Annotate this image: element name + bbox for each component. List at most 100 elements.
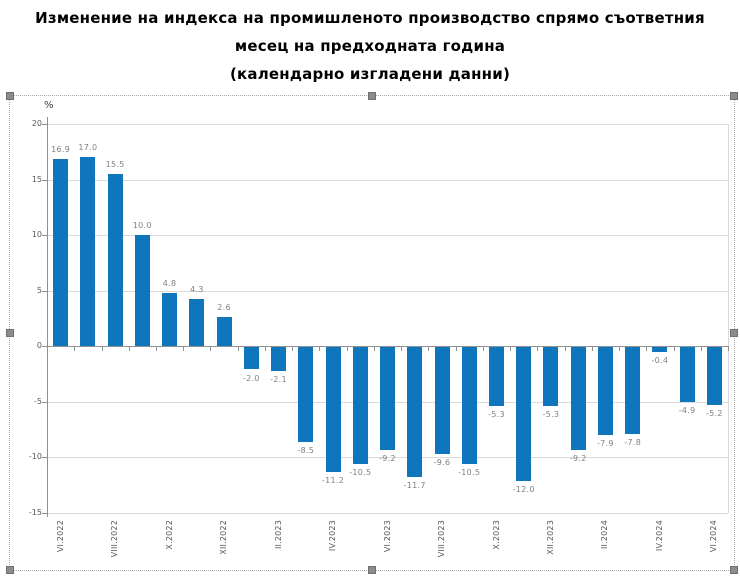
bar[interactable]	[652, 347, 668, 352]
bar-value-label: -5.2	[705, 409, 723, 419]
bar[interactable]	[107, 174, 123, 347]
bar-value-label: -10.5	[349, 468, 372, 477]
bar[interactable]	[216, 317, 232, 347]
chart-selection-frame[interactable]	[6, 92, 738, 574]
x-axis-tick	[183, 347, 185, 352]
bar[interactable]	[352, 347, 368, 464]
bar[interactable]	[325, 347, 341, 472]
bar[interactable]	[706, 347, 722, 406]
x-axis-tick	[346, 347, 348, 352]
bar[interactable]	[543, 347, 559, 407]
bar[interactable]	[489, 347, 504, 407]
bar[interactable]	[162, 292, 178, 347]
selection-handle-bottom-middle[interactable]	[368, 566, 376, 574]
chart-title-line1: Изменение на индекса на промишленото про…	[35, 9, 705, 27]
x-axis-tick	[101, 347, 103, 352]
selection-handle-middle-left[interactable]	[6, 329, 14, 337]
x-axis-tick	[47, 347, 48, 352]
x-axis-tick	[319, 347, 321, 352]
y-axis-unit-label: %	[44, 100, 54, 111]
bar-value-label: 4.3	[189, 284, 204, 294]
y-axis-label: 5	[36, 285, 42, 295]
gridline	[47, 513, 728, 514]
x-axis-tick	[128, 347, 130, 352]
x-axis-tick	[428, 347, 430, 352]
selection-handle-top-left[interactable]	[6, 92, 14, 100]
bar[interactable]	[271, 347, 286, 371]
x-axis-tick	[237, 347, 239, 352]
bar-value-label: -2.0	[242, 373, 260, 383]
bar[interactable]	[434, 347, 450, 454]
bar[interactable]	[516, 347, 532, 481]
bar[interactable]	[625, 347, 641, 434]
y-axis-label: 20	[31, 119, 42, 128]
y-axis-label: -10	[28, 452, 42, 462]
x-axis-tick	[401, 347, 403, 352]
bar[interactable]	[570, 347, 586, 450]
y-axis-label: 15	[31, 174, 42, 184]
chart-title-line2: месец на предходната година	[234, 37, 506, 55]
bar-value-label: 4.8	[162, 278, 177, 288]
selection-handle-middle-right[interactable]	[730, 329, 738, 337]
bar[interactable]	[407, 347, 423, 478]
x-axis-tick	[619, 347, 620, 352]
bar[interactable]	[679, 347, 695, 402]
bar-value-label: -9.2	[569, 453, 587, 463]
gridline	[47, 235, 728, 237]
x-axis-line	[47, 346, 729, 348]
bar[interactable]	[80, 157, 96, 347]
bar-value-label: -7.9	[596, 439, 614, 449]
selection-handle-top-right[interactable]	[730, 92, 738, 100]
bar[interactable]	[53, 158, 69, 347]
bar[interactable]	[298, 347, 314, 442]
y-axis-tick	[42, 124, 47, 125]
x-axis-tick	[700, 347, 702, 352]
x-axis-tick	[537, 347, 539, 352]
y-axis-tick	[42, 457, 47, 459]
y-axis-label: -15	[28, 508, 42, 517]
bar-value-label: -2.1	[270, 374, 287, 384]
y-axis-label: 0	[36, 341, 42, 351]
bar-value-label: -11.7	[403, 481, 426, 491]
selection-handle-top-middle[interactable]	[368, 92, 376, 100]
bar[interactable]	[597, 347, 613, 436]
bar[interactable]	[189, 298, 205, 347]
bar-value-label: -5.3	[542, 410, 560, 420]
gridline	[47, 179, 728, 181]
bar[interactable]	[461, 347, 477, 464]
bar-value-label: -8.5	[297, 445, 315, 455]
bar-value-label: -9.2	[379, 453, 396, 463]
bar-value-label: -7.8	[624, 438, 642, 447]
bar-value-label: 2.6	[217, 303, 231, 313]
selection-handle-bottom-right[interactable]	[730, 566, 738, 574]
x-axis-tick	[74, 347, 76, 352]
y-axis-tick	[42, 235, 47, 237]
y-axis-tick	[42, 401, 47, 403]
bar-value-label: -10.5	[458, 468, 481, 477]
y-axis-line	[47, 117, 48, 517]
x-axis-tick	[728, 347, 729, 352]
plot-right-border	[728, 124, 729, 513]
gridline	[47, 457, 728, 459]
x-axis-tick	[264, 347, 266, 352]
chart-title: Изменение на индекса на промишленото про…	[0, 4, 740, 88]
x-axis-tick	[156, 347, 157, 352]
bar-value-label: -0.4	[651, 355, 669, 365]
x-axis-tick	[510, 347, 512, 352]
bar-value-label: 10.0	[132, 221, 152, 231]
bar[interactable]	[243, 347, 259, 370]
selection-handle-bottom-left[interactable]	[6, 566, 14, 574]
bar-value-label: -9.6	[433, 458, 451, 467]
y-axis-tick	[42, 290, 47, 292]
bar[interactable]	[380, 347, 395, 450]
bar-value-label: 15.5	[105, 160, 125, 169]
bar-value-label: -11.2	[321, 475, 345, 485]
y-axis-tick	[42, 346, 47, 348]
x-axis-tick	[455, 347, 457, 352]
bar[interactable]	[134, 235, 150, 347]
x-axis-tick	[210, 347, 212, 352]
bar-value-label: -5.3	[488, 410, 505, 420]
chart-title-line3: (календарно изгладени данни)	[229, 65, 511, 83]
